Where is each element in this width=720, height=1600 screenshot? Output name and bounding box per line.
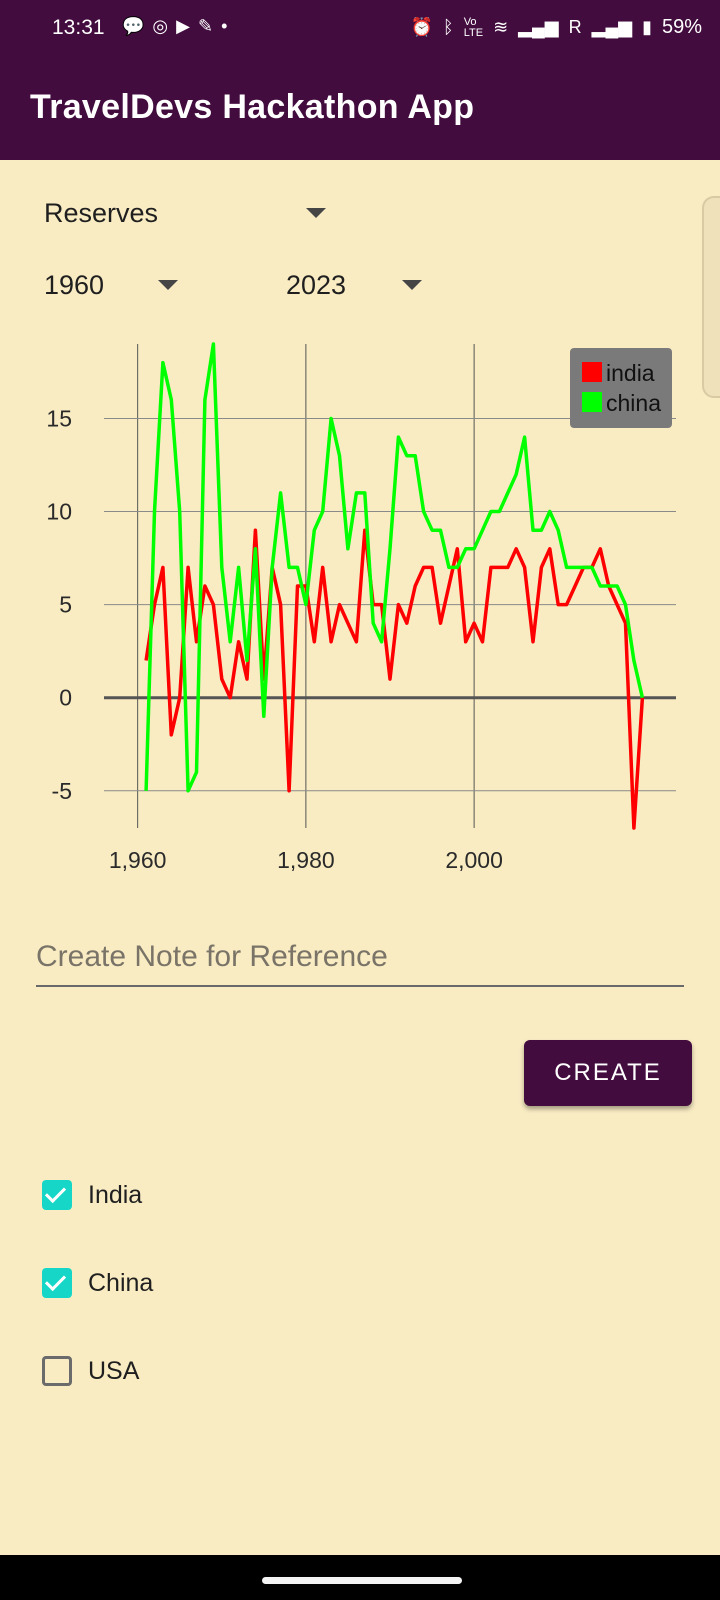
y-tick-label: 10 [46, 499, 72, 525]
note-field[interactable] [36, 935, 684, 987]
checkbox-label: China [88, 1268, 154, 1297]
country-checkbox-china[interactable]: China [42, 1268, 153, 1298]
signal-r-icon: ▂▄▆ [591, 17, 633, 37]
system-icons: ⏰ ᛒ Vo LTE ≋ ▂▄▆ R ▂▄▆ ▮ 59% [410, 16, 702, 39]
y-tick-label: 0 [59, 685, 72, 711]
chevron-down-icon [402, 280, 422, 290]
legend-label-india: india [606, 360, 655, 386]
x-tick-label: 2,000 [445, 847, 503, 873]
start-year-dropdown[interactable]: 1960 [44, 262, 194, 308]
metric-dropdown[interactable]: Reserves [44, 190, 344, 236]
scrollbar-thumb[interactable] [702, 196, 720, 398]
x-tick-label: 1,980 [277, 847, 335, 873]
youtube-icon: ▶ [176, 16, 198, 36]
navigation-bar [0, 1555, 720, 1600]
app-title: TravelDevs Hackathon App [30, 88, 475, 126]
chevron-down-icon [306, 208, 326, 218]
create-button[interactable]: CREATE [524, 1040, 692, 1106]
chat-bubble-icon: 💬 [122, 16, 153, 36]
end-year-value: 2023 [286, 269, 347, 300]
checkbox-icon[interactable] [42, 1180, 72, 1210]
end-year-dropdown[interactable]: 2023 [286, 262, 436, 308]
x-tick-label: 1,960 [109, 847, 167, 873]
signal-icon: ▂▄▆ [518, 17, 559, 37]
chevron-down-icon [158, 280, 178, 290]
series-line-china [144, 342, 645, 793]
battery-icon: ▮ [642, 17, 652, 37]
wifi-icon: ≋ [493, 17, 509, 37]
checkbox-icon[interactable] [42, 1268, 72, 1298]
battery-level: 59% [661, 16, 702, 38]
country-checkbox-india[interactable]: India [42, 1180, 142, 1210]
y-tick-label: 15 [46, 405, 72, 431]
check-circle-icon: ◎ [152, 16, 177, 36]
app-icon: ✎ [197, 16, 222, 36]
checkbox-label: India [88, 1180, 143, 1209]
legend-swatch-china [582, 392, 602, 412]
note-input[interactable] [36, 935, 684, 979]
roaming-indicator: R [568, 17, 582, 37]
app-header: 13:31 💬◎▶✎• ⏰ ᛒ Vo LTE ≋ ▂▄▆ R ▂▄▆ ▮ 59% … [0, 0, 720, 160]
checkbox-label: USA [88, 1356, 140, 1385]
dot-icon: • [221, 16, 236, 36]
y-tick-label: 5 [59, 592, 72, 618]
volte-icon: Vo LTE [463, 15, 484, 39]
notification-icons: 💬◎▶✎• [122, 16, 235, 37]
checkbox-icon[interactable] [42, 1356, 72, 1386]
y-tick-label: -5 [52, 778, 72, 804]
alarm-icon: ⏰ [410, 17, 433, 37]
series-line-india [144, 528, 645, 830]
legend-label-china: china [606, 390, 661, 416]
status-bar: 13:31 💬◎▶✎• ⏰ ᛒ Vo LTE ≋ ▂▄▆ R ▂▄▆ ▮ 59% [0, 0, 720, 60]
metric-value: Reserves [44, 197, 159, 228]
bluetooth-icon: ᛒ [442, 17, 454, 37]
country-checkbox-usa[interactable]: USA [42, 1356, 139, 1386]
status-time: 13:31 [52, 16, 105, 39]
start-year-value: 1960 [44, 269, 105, 300]
reserves-line-chart[interactable]: 1,960 1,980 2,000 -5 0 5 10 15 india china [0, 330, 720, 890]
home-gesture-bar[interactable] [262, 1577, 462, 1584]
legend-swatch-india [582, 362, 602, 382]
